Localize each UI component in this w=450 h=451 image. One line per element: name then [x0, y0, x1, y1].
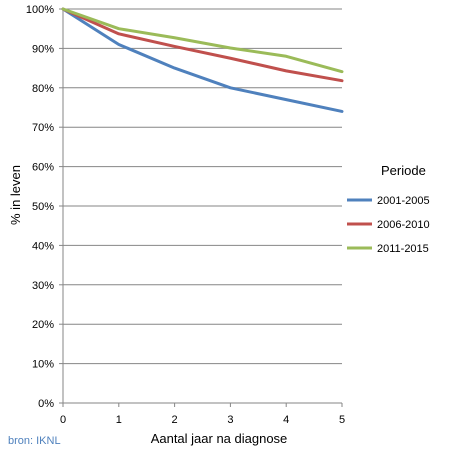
source-label: bron: IKNL [8, 435, 61, 447]
y-tick-label: 30% [32, 280, 54, 292]
y-tick-labels: 0% 10% 20% 30% 40% 50% 60% 70% 80% 90% 100% [26, 4, 63, 410]
x-tick-label: 4 [283, 414, 289, 426]
series-line-2011-2015 [61, 7, 344, 74]
gridlines [63, 8, 342, 365]
series-line-2001-2005 [61, 7, 344, 113]
y-tick-label: 100% [26, 4, 54, 16]
y-tick-label: 0% [38, 398, 54, 410]
y-tick-label: 20% [32, 319, 54, 331]
legend-title: Periode [381, 163, 426, 178]
x-tick-label: 2 [172, 414, 178, 426]
y-tick-label: 40% [32, 240, 54, 252]
y-tick-label: 70% [32, 122, 54, 134]
x-axis-title: Aantal jaar na diagnose [151, 431, 288, 446]
y-tick-label: 50% [32, 201, 54, 213]
x-tick-label: 0 [60, 414, 66, 426]
legend-label: 2011-2015 [377, 243, 429, 255]
y-tick-label: 60% [32, 162, 54, 174]
legend-label: 2006-2010 [377, 219, 430, 231]
legend-items: 2001-2005 2006-2010 2011-2015 [347, 195, 430, 255]
x-tick-labels: 0 1 2 3 4 5 [60, 403, 345, 426]
y-tick-label: 90% [32, 43, 54, 55]
x-tick-label: 1 [116, 414, 122, 426]
x-tick-label: 5 [339, 414, 345, 426]
y-axis-title: % in leven [8, 165, 23, 225]
legend-label: 2001-2005 [377, 195, 430, 207]
y-tick-label: 10% [32, 359, 54, 371]
series-lines [61, 7, 344, 113]
x-tick-label: 3 [227, 414, 233, 426]
legend: Periode 2001-2005 2006-2010 2011-2015 [347, 163, 430, 255]
series-line-2006-2010 [61, 7, 344, 83]
y-tick-label: 80% [32, 83, 54, 95]
